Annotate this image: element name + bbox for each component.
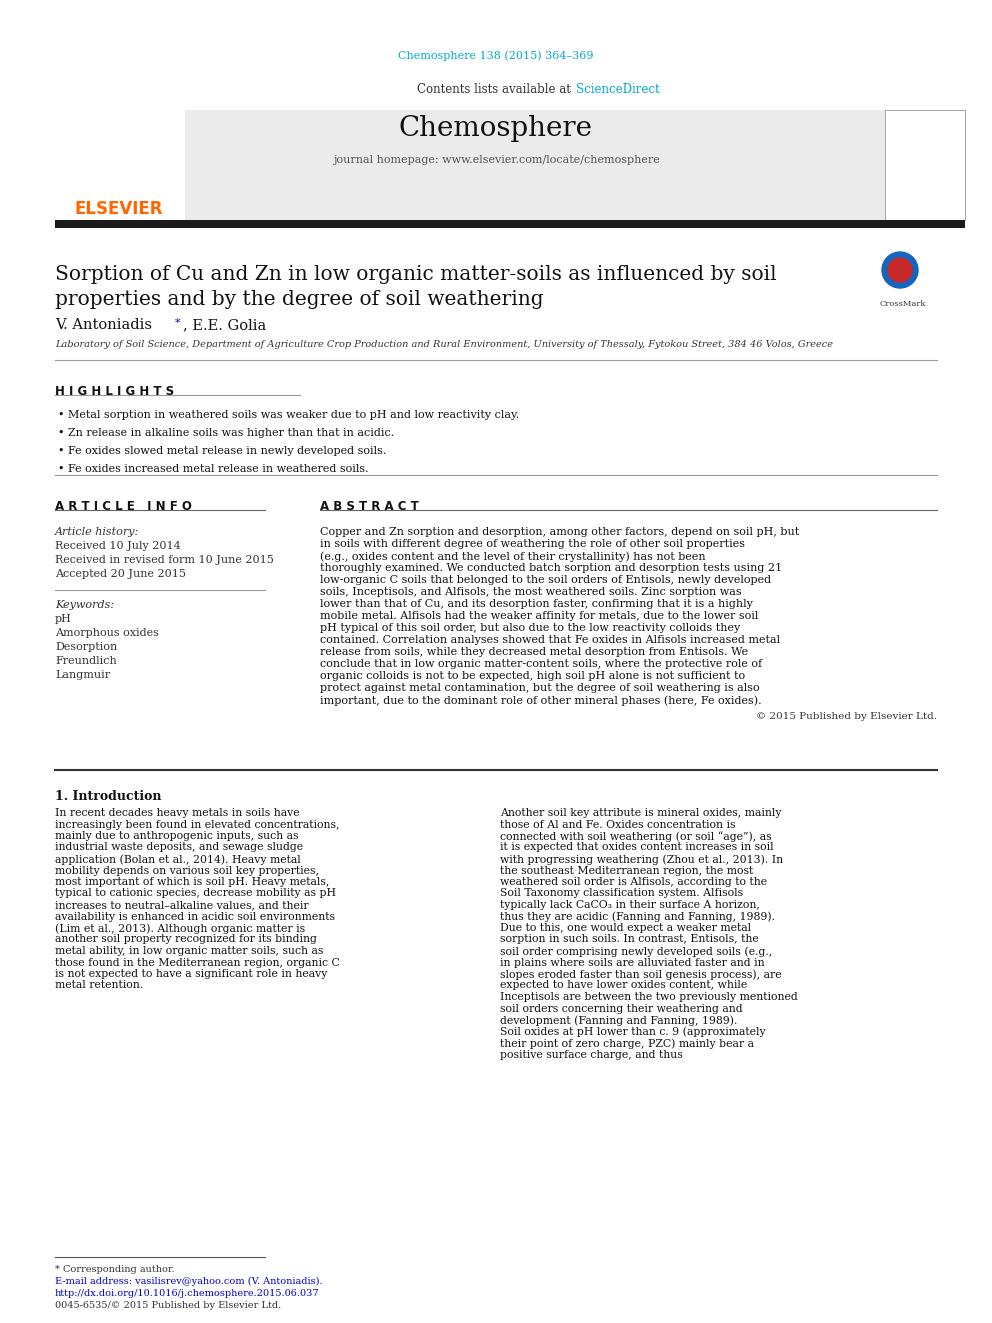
Text: low-organic C soils that belonged to the soil orders of Entisols, newly develope: low-organic C soils that belonged to the… [320, 576, 771, 585]
FancyBboxPatch shape [55, 110, 185, 220]
Text: © 2015 Published by Elsevier Ltd.: © 2015 Published by Elsevier Ltd. [756, 712, 937, 721]
Text: Chemosphere: Chemosphere [399, 115, 593, 142]
Text: • Zn release in alkaline soils was higher than that in acidic.: • Zn release in alkaline soils was highe… [58, 429, 394, 438]
Text: E-mail address: vasilisrev@yahoo.com (V. Antoniadis).: E-mail address: vasilisrev@yahoo.com (V.… [55, 1277, 322, 1286]
Text: Chemosphere 138 (2015) 364–369: Chemosphere 138 (2015) 364–369 [398, 50, 594, 61]
Text: A B S T R A C T: A B S T R A C T [320, 500, 419, 513]
Text: weathered soil order is Alfisols, according to the: weathered soil order is Alfisols, accord… [500, 877, 767, 886]
FancyBboxPatch shape [55, 110, 885, 220]
Text: ELSEVIER: ELSEVIER [75, 200, 164, 218]
Text: • Fe oxides increased metal release in weathered soils.: • Fe oxides increased metal release in w… [58, 464, 369, 474]
Text: Soil oxides at pH lower than c. 9 (approximately: Soil oxides at pH lower than c. 9 (appro… [500, 1027, 766, 1037]
Text: (e.g., oxides content and the level of their crystallinity) has not been: (e.g., oxides content and the level of t… [320, 550, 705, 561]
FancyBboxPatch shape [885, 110, 965, 220]
Text: Freundlich: Freundlich [55, 656, 117, 665]
Text: Langmuir: Langmuir [55, 669, 110, 680]
Text: metal ability, in low organic matter soils, such as: metal ability, in low organic matter soi… [55, 946, 323, 957]
Text: Desorption: Desorption [55, 642, 117, 652]
Text: in soils with different degree of weathering the role of other soil properties: in soils with different degree of weathe… [320, 538, 745, 549]
Text: it is expected that oxides content increases in soil: it is expected that oxides content incre… [500, 843, 774, 852]
Text: Accepted 20 June 2015: Accepted 20 June 2015 [55, 569, 186, 579]
Text: contained. Correlation analyses showed that Fe oxides in Alfisols increased meta: contained. Correlation analyses showed t… [320, 635, 780, 646]
Text: those found in the Mediterranean region, organic C: those found in the Mediterranean region,… [55, 958, 339, 967]
Text: mainly due to anthropogenic inputs, such as: mainly due to anthropogenic inputs, such… [55, 831, 299, 841]
Text: typically lack CaCO₃ in their surface A horizon,: typically lack CaCO₃ in their surface A … [500, 900, 760, 910]
Circle shape [888, 258, 912, 282]
Text: connected with soil weathering (or soil “age”), as: connected with soil weathering (or soil … [500, 831, 772, 841]
Text: those of Al and Fe. Oxides concentration is: those of Al and Fe. Oxides concentration… [500, 819, 735, 830]
Text: organic colloids is not to be expected, high soil pH alone is not sufficient to: organic colloids is not to be expected, … [320, 671, 745, 681]
Text: expected to have lower oxides content, while: expected to have lower oxides content, w… [500, 980, 747, 991]
Text: http://dx.doi.org/10.1016/j.chemosphere.2015.06.037: http://dx.doi.org/10.1016/j.chemosphere.… [55, 1289, 319, 1298]
Text: Amorphous oxides: Amorphous oxides [55, 628, 159, 638]
Text: another soil property recognized for its binding: another soil property recognized for its… [55, 934, 316, 945]
Circle shape [882, 251, 918, 288]
Text: , E.E. Golia: , E.E. Golia [183, 318, 266, 332]
Text: mobility depends on various soil key properties,: mobility depends on various soil key pro… [55, 865, 319, 876]
Text: • Fe oxides slowed metal release in newly developed soils.: • Fe oxides slowed metal release in newl… [58, 446, 386, 456]
Text: positive surface charge, and thus: positive surface charge, and thus [500, 1049, 682, 1060]
Text: CrossMark: CrossMark [880, 300, 927, 308]
Text: with progressing weathering (Zhou et al., 2013). In: with progressing weathering (Zhou et al.… [500, 855, 783, 864]
Text: Soil Taxonomy classification system. Alfisols: Soil Taxonomy classification system. Alf… [500, 889, 743, 898]
Text: industrial waste deposits, and sewage sludge: industrial waste deposits, and sewage sl… [55, 843, 304, 852]
Text: Another soil key attribute is mineral oxides, mainly: Another soil key attribute is mineral ox… [500, 808, 782, 818]
Text: Laboratory of Soil Science, Department of Agriculture Crop Production and Rural : Laboratory of Soil Science, Department o… [55, 340, 833, 349]
Text: pH: pH [55, 614, 71, 624]
Text: development (Fanning and Fanning, 1989).: development (Fanning and Fanning, 1989). [500, 1015, 737, 1025]
Text: 0045-6535/© 2015 Published by Elsevier Ltd.: 0045-6535/© 2015 Published by Elsevier L… [55, 1301, 282, 1310]
Text: sorption in such soils. In contrast, Entisols, the: sorption in such soils. In contrast, Ent… [500, 934, 759, 945]
Text: thus they are acidic (Fanning and Fanning, 1989).: thus they are acidic (Fanning and Fannin… [500, 912, 775, 922]
Text: H I G H L I G H T S: H I G H L I G H T S [55, 385, 175, 398]
Text: their point of zero charge, PZC) mainly bear a: their point of zero charge, PZC) mainly … [500, 1039, 754, 1049]
Text: Inceptisols are between the two previously mentioned: Inceptisols are between the two previous… [500, 992, 798, 1002]
Text: typical to cationic species, decrease mobility as pH: typical to cationic species, decrease mo… [55, 889, 336, 898]
Text: (Lim et al., 2013). Although organic matter is: (Lim et al., 2013). Although organic mat… [55, 923, 306, 934]
Text: Sorption of Cu and Zn in low organic matter-soils as influenced by soil: Sorption of Cu and Zn in low organic mat… [55, 265, 777, 284]
Text: Received 10 July 2014: Received 10 July 2014 [55, 541, 181, 550]
Text: soil order comprising newly developed soils (e.g.,: soil order comprising newly developed so… [500, 946, 772, 957]
Text: mobile metal. Alfisols had the weaker affinity for metals, due to the lower soil: mobile metal. Alfisols had the weaker af… [320, 611, 758, 620]
Text: the southeast Mediterranean region, the most: the southeast Mediterranean region, the … [500, 865, 753, 876]
Text: Received in revised form 10 June 2015: Received in revised form 10 June 2015 [55, 556, 274, 565]
Text: soils, Inceptisols, and Alfisols, the most weathered soils. Zinc sorption was: soils, Inceptisols, and Alfisols, the mo… [320, 587, 742, 597]
Text: pH typical of this soil order, but also due to the low reactivity colloids they: pH typical of this soil order, but also … [320, 623, 740, 632]
Text: important, due to the dominant role of other mineral phases (here, Fe oxides).: important, due to the dominant role of o… [320, 695, 762, 705]
Text: • Metal sorption in weathered soils was weaker due to pH and low reactivity clay: • Metal sorption in weathered soils was … [58, 410, 519, 419]
Text: in plains where soils are alluviated faster and in: in plains where soils are alluviated fas… [500, 958, 765, 967]
Text: Due to this, one would expect a weaker metal: Due to this, one would expect a weaker m… [500, 923, 751, 933]
Text: lower than that of Cu, and its desorption faster, confirming that it is a highly: lower than that of Cu, and its desorptio… [320, 599, 753, 609]
Text: Article history:: Article history: [55, 527, 139, 537]
Text: protect against metal contamination, but the degree of soil weathering is also: protect against metal contamination, but… [320, 683, 760, 693]
Text: journal homepage: www.elsevier.com/locate/chemosphere: journal homepage: www.elsevier.com/locat… [332, 155, 660, 165]
Text: properties and by the degree of soil weathering: properties and by the degree of soil wea… [55, 290, 544, 310]
Text: 1. Introduction: 1. Introduction [55, 790, 162, 803]
Text: Contents lists available at: Contents lists available at [418, 83, 574, 97]
Text: *: * [175, 318, 181, 328]
FancyBboxPatch shape [55, 220, 965, 228]
Text: most important of which is soil pH. Heavy metals,: most important of which is soil pH. Heav… [55, 877, 329, 886]
Text: Copper and Zn sorption and desorption, among other factors, depend on soil pH, b: Copper and Zn sorption and desorption, a… [320, 527, 800, 537]
Text: slopes eroded faster than soil genesis process), are: slopes eroded faster than soil genesis p… [500, 968, 782, 979]
Text: soil orders concerning their weathering and: soil orders concerning their weathering … [500, 1004, 743, 1013]
Text: conclude that in low organic matter-content soils, where the protective role of: conclude that in low organic matter-cont… [320, 659, 762, 669]
Text: is not expected to have a significant role in heavy: is not expected to have a significant ro… [55, 968, 327, 979]
Text: availability is enhanced in acidic soil environments: availability is enhanced in acidic soil … [55, 912, 335, 922]
Text: increasingly been found in elevated concentrations,: increasingly been found in elevated conc… [55, 819, 339, 830]
Text: V. Antoniadis: V. Antoniadis [55, 318, 152, 332]
Text: Keywords:: Keywords: [55, 601, 114, 610]
Text: A R T I C L E   I N F O: A R T I C L E I N F O [55, 500, 191, 513]
Text: increases to neutral–alkaline values, and their: increases to neutral–alkaline values, an… [55, 900, 309, 910]
Text: * Corresponding author.: * Corresponding author. [55, 1265, 175, 1274]
Text: In recent decades heavy metals in soils have: In recent decades heavy metals in soils … [55, 808, 300, 818]
Text: ScienceDirect: ScienceDirect [576, 83, 660, 97]
Text: application (Bolan et al., 2014). Heavy metal: application (Bolan et al., 2014). Heavy … [55, 855, 301, 864]
Text: metal retention.: metal retention. [55, 980, 143, 991]
Text: release from soils, while they decreased metal desorption from Entisols. We: release from soils, while they decreased… [320, 647, 748, 658]
Text: thoroughly examined. We conducted batch sorption and desorption tests using 21: thoroughly examined. We conducted batch … [320, 564, 782, 573]
